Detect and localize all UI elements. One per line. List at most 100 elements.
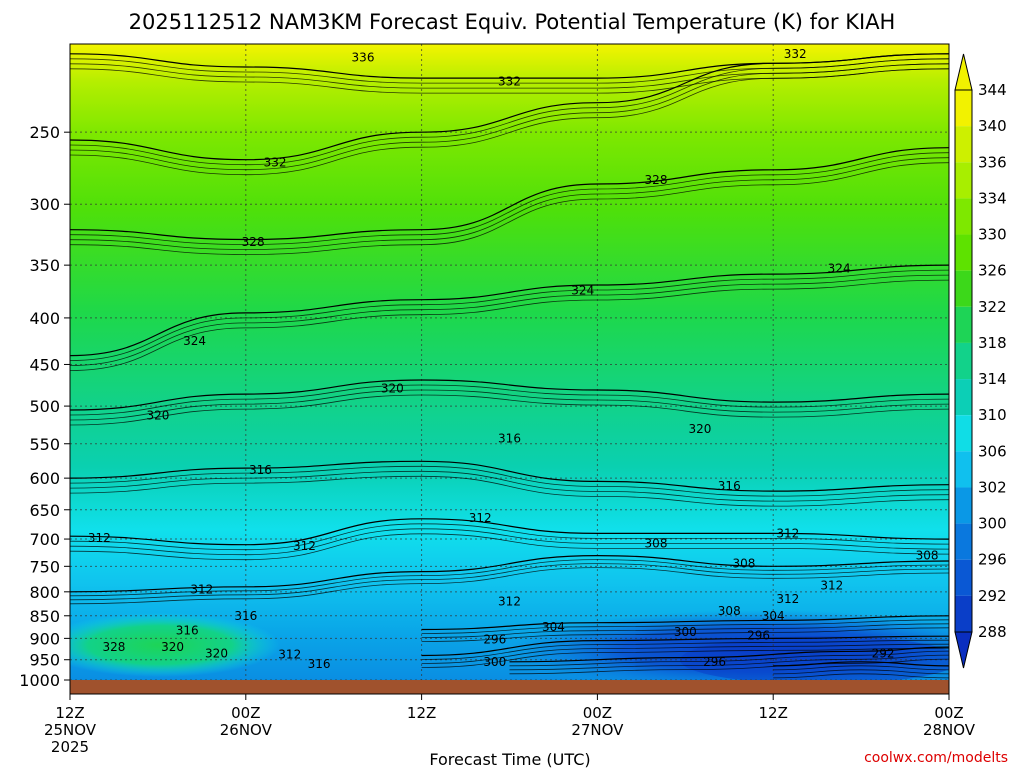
colorbar-tick-label: 336 xyxy=(978,153,1007,171)
x-tick-label: 26NOV xyxy=(220,721,273,739)
contour-label: 320 xyxy=(381,381,404,395)
contour-label: 312 xyxy=(820,578,843,592)
contour-line xyxy=(70,533,949,561)
y-tick-label: 600 xyxy=(29,469,60,488)
contour-line xyxy=(70,58,949,166)
contour-line xyxy=(70,460,949,492)
contour-label: 336 xyxy=(352,51,375,65)
contour-line xyxy=(421,627,949,642)
x-tick-label: 12Z xyxy=(407,704,436,722)
contour-line xyxy=(70,563,949,601)
contour-line xyxy=(509,654,949,671)
contour-label: 300 xyxy=(483,655,506,669)
x-tick-label: 28NOV xyxy=(923,721,976,739)
contour-label: 308 xyxy=(718,604,741,618)
credit-text: coolwx.com/modelts xyxy=(864,750,1008,766)
contour-line xyxy=(421,623,949,638)
x-tick-label: 00Z xyxy=(583,704,612,722)
colorbar-tick-label: 292 xyxy=(978,587,1007,605)
y-tick-label: 350 xyxy=(29,256,60,275)
contour-label: 300 xyxy=(674,625,697,639)
colorbar-swatch xyxy=(955,487,972,524)
contour-line xyxy=(70,152,949,245)
colorbar-tick-label: 318 xyxy=(978,334,1007,352)
y-tick-label: 550 xyxy=(29,435,60,454)
contour-label: 320 xyxy=(161,640,184,654)
contour-line xyxy=(421,639,949,660)
contour-line xyxy=(421,615,949,631)
contour-label: 312 xyxy=(88,531,111,545)
contour-label: 316 xyxy=(718,479,741,493)
contour-line xyxy=(70,147,949,241)
x-tick-label: 2025 xyxy=(51,738,89,756)
colorbar-tick-label: 322 xyxy=(978,298,1007,316)
contour-label: 316 xyxy=(249,463,272,477)
contour-label: 296 xyxy=(747,628,770,642)
contour-line xyxy=(70,518,949,546)
colorbar-swatch xyxy=(955,234,972,271)
contour-line xyxy=(70,264,949,357)
contour-line xyxy=(509,650,949,667)
contour-label: 316 xyxy=(234,609,257,623)
y-tick-label: 700 xyxy=(29,530,60,549)
y-tick-label: 1000 xyxy=(19,671,60,690)
y-tick-label: 750 xyxy=(29,557,60,576)
colorbar-tick-label: 344 xyxy=(978,81,1007,99)
contour-label: 308 xyxy=(645,537,668,551)
y-axis: 250 300 350 400 450 500 550 600 650 700 750 800 850 9… xyxy=(19,123,70,690)
colorbar-swatch xyxy=(955,559,972,596)
colorbar-swatch xyxy=(955,523,972,560)
contour-line xyxy=(70,269,949,361)
contour-line xyxy=(70,470,949,502)
contour-line xyxy=(70,384,949,416)
colorbar-swatch xyxy=(955,415,972,452)
colorbar-tick-label: 300 xyxy=(978,515,1007,533)
y-tick-label: 450 xyxy=(29,355,60,374)
colorbar-tick-label: 340 xyxy=(978,117,1007,135)
contour-label: 312 xyxy=(190,582,213,596)
contour-line xyxy=(70,559,949,597)
contour-label: 320 xyxy=(688,422,711,436)
contour-label: 304 xyxy=(762,609,785,623)
contour-label: 312 xyxy=(278,647,301,661)
contour-line xyxy=(70,554,949,593)
y-tick-label: 800 xyxy=(29,583,60,602)
contour-line xyxy=(70,567,949,605)
contour-labels: 336 332 332 332 328 328 324 324 324 320 320 320 316 3… xyxy=(88,47,939,671)
colorbar-swatch xyxy=(955,162,972,199)
colorbar-swatch xyxy=(955,90,972,127)
contour-label: 316 xyxy=(308,657,331,671)
y-tick-label: 850 xyxy=(29,607,60,626)
x-tick-label: 00Z xyxy=(934,704,963,722)
contour-label: 308 xyxy=(916,549,939,563)
contour-line xyxy=(70,63,949,171)
contour-label: 332 xyxy=(264,156,287,170)
chart-title: 2025112512 NAM3KM Forecast Equiv. Potent… xyxy=(129,10,896,34)
contour-line xyxy=(421,643,949,664)
warm-moist-region xyxy=(70,613,280,677)
contour-label: 320 xyxy=(146,408,169,422)
contour-line xyxy=(773,669,949,675)
colorbar-swatch xyxy=(955,198,972,235)
colorbar-tick-label: 334 xyxy=(978,189,1007,207)
contour-lines xyxy=(70,53,949,679)
colorbar-tick-label: 306 xyxy=(978,442,1007,460)
contour-line xyxy=(70,379,949,411)
y-tick-label: 300 xyxy=(29,195,60,214)
x-tick-label: 00Z xyxy=(231,704,260,722)
colorbar-tick-label: 302 xyxy=(978,478,1007,496)
x-tick-label: 12Z xyxy=(55,704,84,722)
plot-frame xyxy=(69,43,950,695)
contour-line xyxy=(70,162,949,255)
contour-line xyxy=(509,658,949,675)
x-tick-label: 12Z xyxy=(759,704,788,722)
x-tick-label: 27NOV xyxy=(571,721,624,739)
x-tick-label: 25NOV xyxy=(44,721,97,739)
contour-label: 292 xyxy=(872,646,895,660)
contour-label: 332 xyxy=(784,47,807,61)
contour-label: 328 xyxy=(102,640,125,654)
contour-line xyxy=(70,475,949,507)
colorbar-tick-label: 326 xyxy=(978,262,1007,280)
